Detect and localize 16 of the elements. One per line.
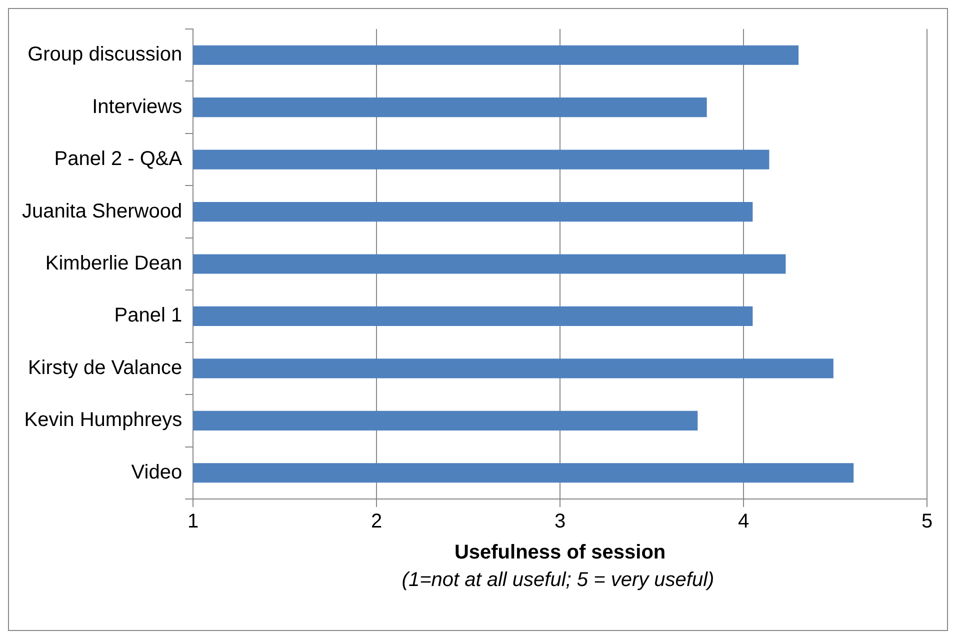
x-tick-label: 3 [554,510,566,533]
y-tick-label: Video [131,461,182,484]
x-tick-label: 4 [738,510,750,533]
x-tick-label: 2 [371,510,382,533]
x-tick-label: 5 [921,510,933,533]
x-axis-title: Usefulness of session [454,542,666,564]
y-tick-label: Panel 1 [114,304,182,327]
x-tick-label: 1 [188,510,199,533]
y-tick-label: Kimberlie Dean [45,252,182,275]
text: (1=not at all useful; 5 = very useful) [400,569,716,592]
y-tick-label: Panel 2 - Q&A [54,148,183,170]
y-tick-label: Juanita Sherwood [22,200,182,222]
y-tick-label: Interviews [92,96,182,118]
y-tick-label: Kirsty de Valance [28,356,182,379]
y-tick-label: Group discussion [28,44,182,66]
y-tick-label: Kevin Humphreys [24,409,182,432]
